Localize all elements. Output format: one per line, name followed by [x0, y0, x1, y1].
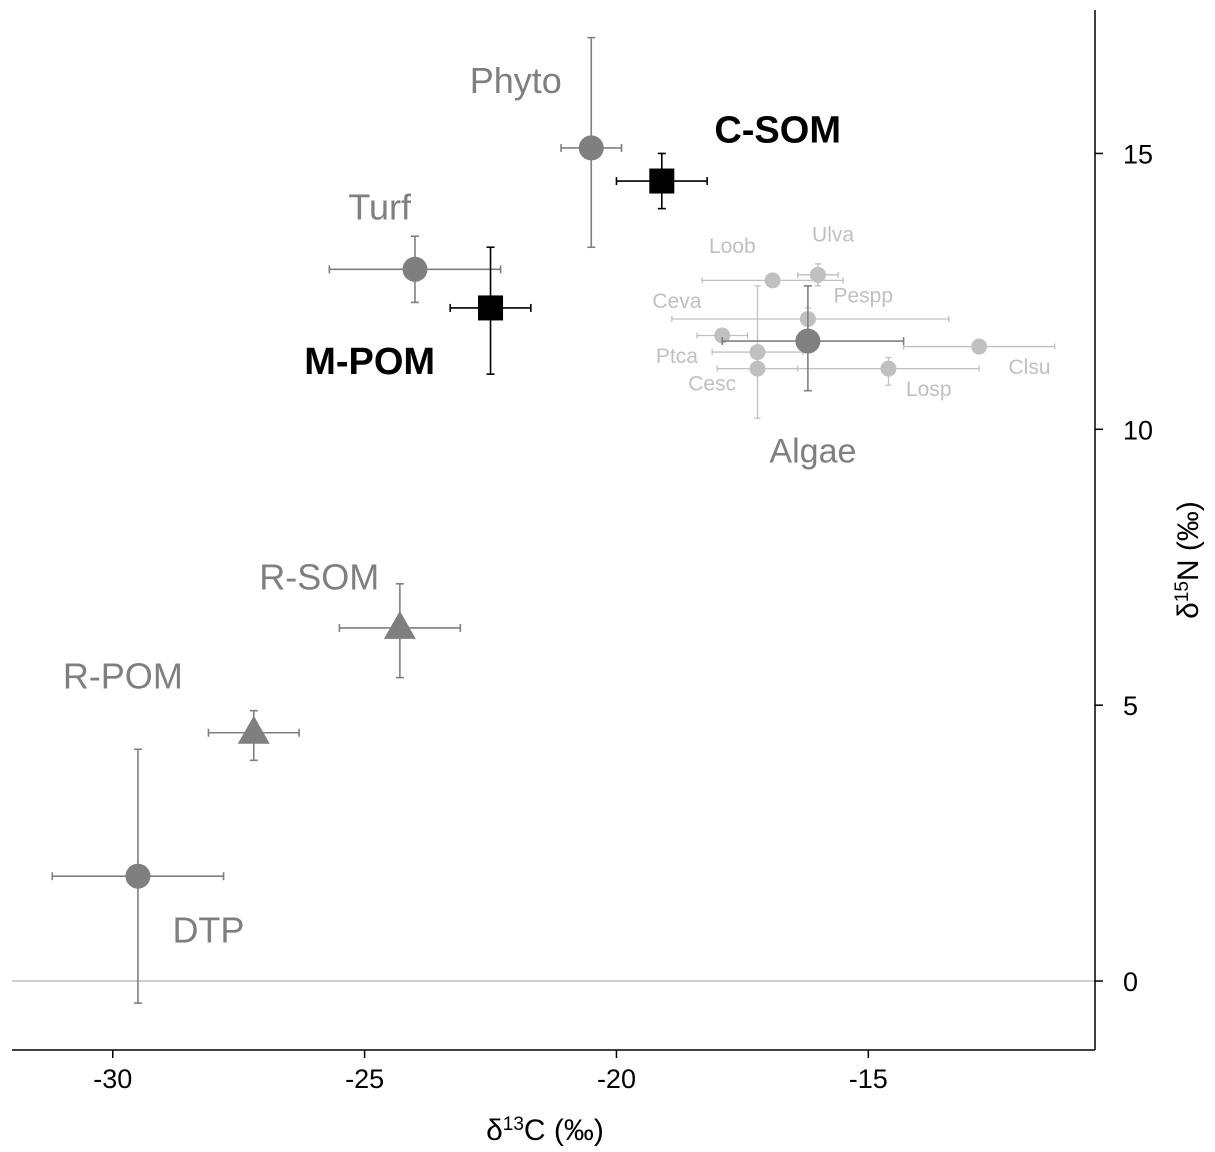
algae-ulva-point — [809, 266, 826, 283]
turf-point — [402, 256, 428, 282]
y-tick-label: 0 — [1123, 967, 1138, 997]
x-tick-label: -25 — [345, 1064, 384, 1094]
algae-cesc-label: Cesc — [688, 373, 736, 396]
y-tick-label: 15 — [1123, 139, 1153, 169]
algae-clsu-label: Clsu — [1009, 356, 1051, 379]
m-pom-point — [478, 295, 504, 321]
y-tick-label: 10 — [1123, 415, 1153, 445]
phyto-point — [578, 135, 604, 161]
x-axis-title: δ13C (‰) — [486, 1114, 604, 1148]
algae-ulva-label: Ulva — [812, 224, 854, 247]
source-points-layer — [51, 36, 905, 1004]
turf-label: Turf — [348, 187, 412, 228]
algae-losp-point — [880, 360, 897, 377]
algae-cesc-point — [749, 360, 766, 377]
algae-loob-label: Loob — [709, 235, 756, 258]
algae-label: Algae — [769, 432, 856, 470]
point-labels-layer: Loob Ulva Pespp Ceva Ptca Cesc Clsu Losp Phyto C-… — [63, 60, 1051, 951]
axes-layer: -30 -25 -20 -15 0 5 10 15 — [12, 10, 1153, 1094]
c-som-point — [649, 168, 675, 194]
algae-ptca-label: Ptca — [656, 345, 698, 368]
phyto-label: Phyto — [470, 60, 562, 101]
algae-ceva-label: Ceva — [652, 290, 701, 313]
x-tick-label: -15 — [849, 1064, 888, 1094]
algae-point — [795, 328, 821, 354]
dtp-label: DTP — [172, 909, 244, 950]
algae-losp-label: Losp — [906, 378, 952, 401]
r-som-label: R-SOM — [259, 556, 379, 597]
algae-clsu-point — [971, 338, 988, 355]
r-pom-point — [237, 715, 270, 744]
x-tick-label: -20 — [597, 1064, 636, 1094]
algae-ceva-point — [714, 327, 731, 344]
y-axis-title: δ15N (‰) — [1172, 501, 1206, 619]
r-som-point — [383, 610, 416, 639]
r-pom-label: R-POM — [63, 656, 183, 697]
y-tick-label: 5 — [1123, 691, 1138, 721]
m-pom-label: M-POM — [304, 341, 435, 383]
algae-species-layer — [671, 263, 1056, 419]
c-som-label: C-SOM — [714, 109, 841, 151]
algae-loob-point — [764, 272, 781, 289]
algae-pespp-label: Pespp — [834, 284, 894, 307]
x-tick-label: -30 — [93, 1064, 132, 1094]
dtp-point — [125, 863, 151, 889]
